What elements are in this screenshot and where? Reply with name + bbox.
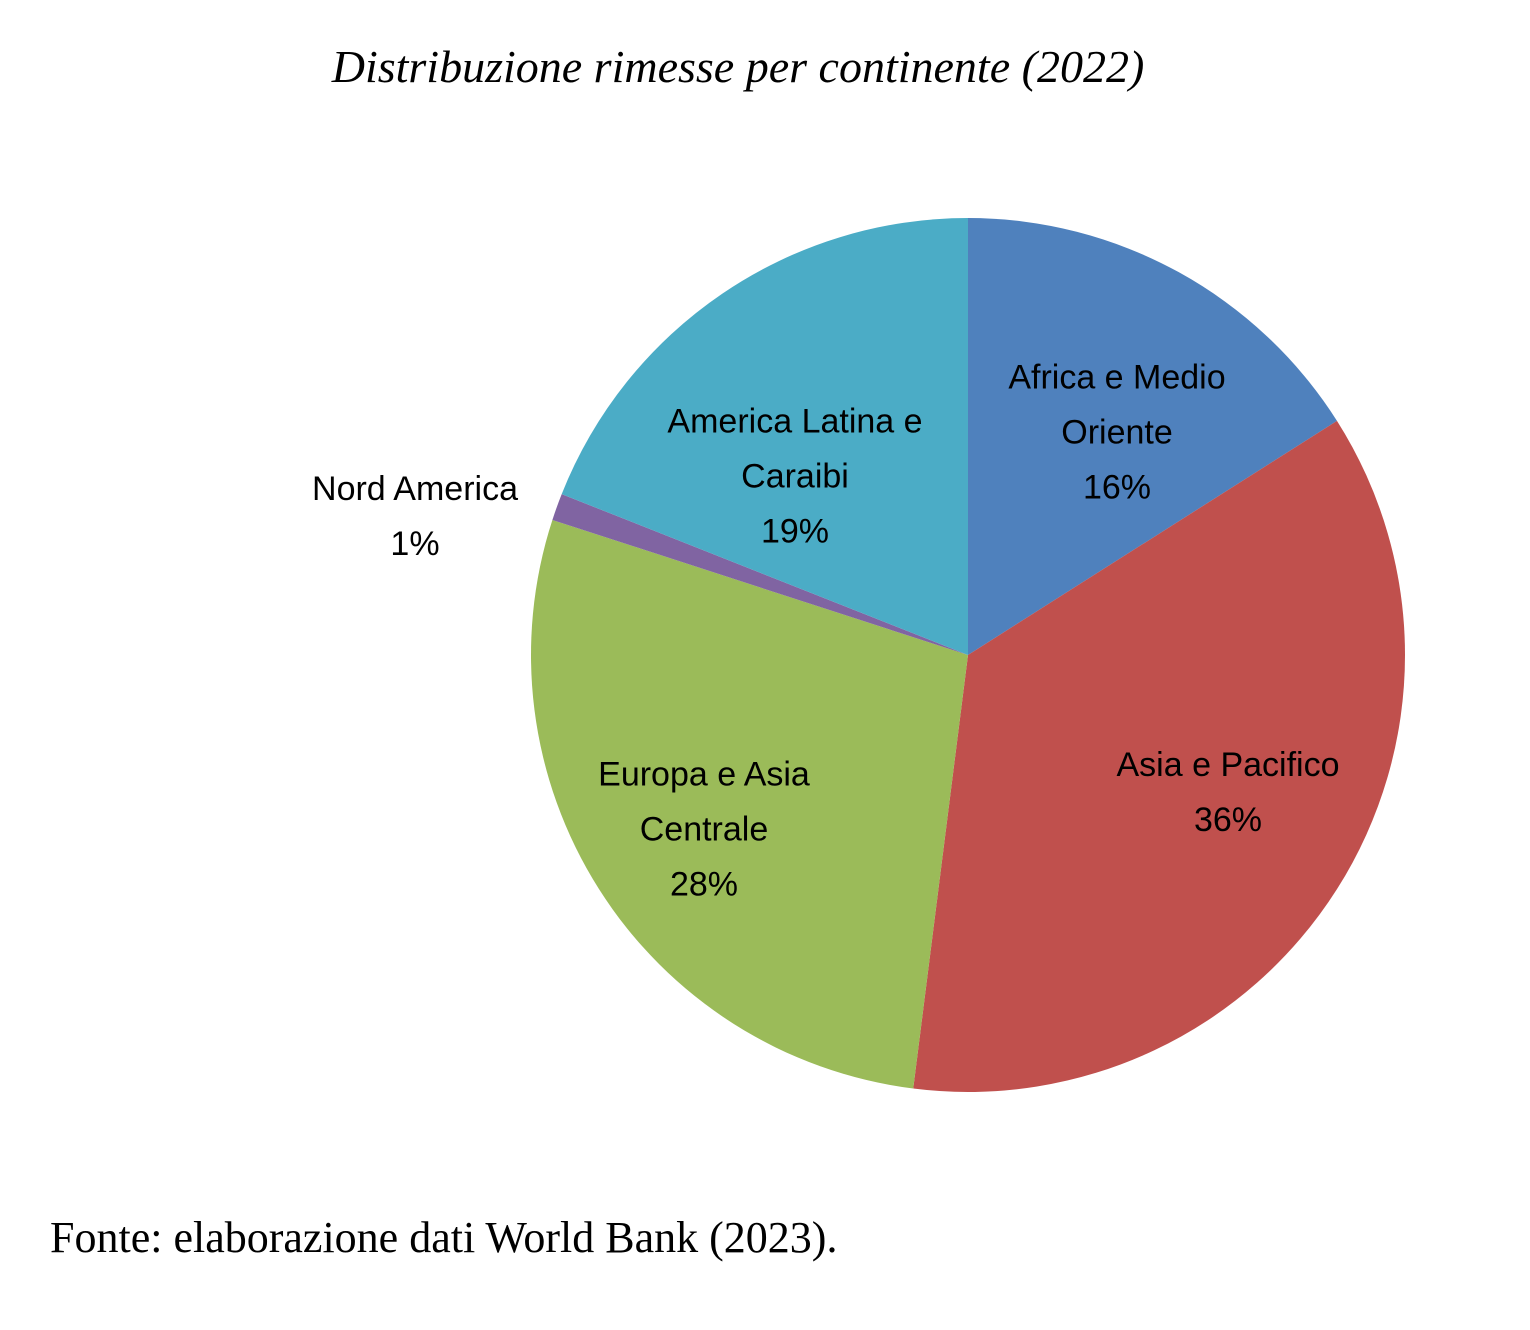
slice-label: Nord America 1%	[265, 462, 565, 572]
category-label: Europa e Asia Centrale	[598, 755, 810, 849]
value-label: 19%	[760, 512, 830, 551]
value-label: 16%	[1082, 468, 1152, 507]
pie-slice	[552, 494, 968, 655]
category-label: America Latina e Caraibi	[667, 402, 923, 496]
category-label: Asia e Pacifico	[1116, 746, 1340, 784]
slice-label: Asia e Pacifico 36%	[1083, 738, 1373, 848]
value-label: 36%	[1193, 801, 1263, 839]
category-label: Nord America	[312, 470, 518, 508]
slice-label: Europa e Asia Centrale 28%	[569, 748, 839, 913]
value-label: 1%	[390, 525, 440, 563]
pie-slice	[561, 218, 968, 655]
pie-slice	[531, 519, 968, 1089]
value-label: 28%	[669, 865, 739, 904]
category-label: Africa e Medio Oriente	[1008, 358, 1226, 452]
slice-label: Africa e Medio Oriente 16%	[972, 351, 1262, 516]
slice-label: America Latina e Caraibi 19%	[630, 395, 960, 560]
pie-slice	[968, 218, 1337, 655]
chart-title: Distribuzione rimesse per continente (20…	[331, 41, 1145, 92]
pie-slice	[913, 420, 1405, 1092]
source-note: Fonte: elaborazione dati World Bank (202…	[50, 1213, 838, 1262]
